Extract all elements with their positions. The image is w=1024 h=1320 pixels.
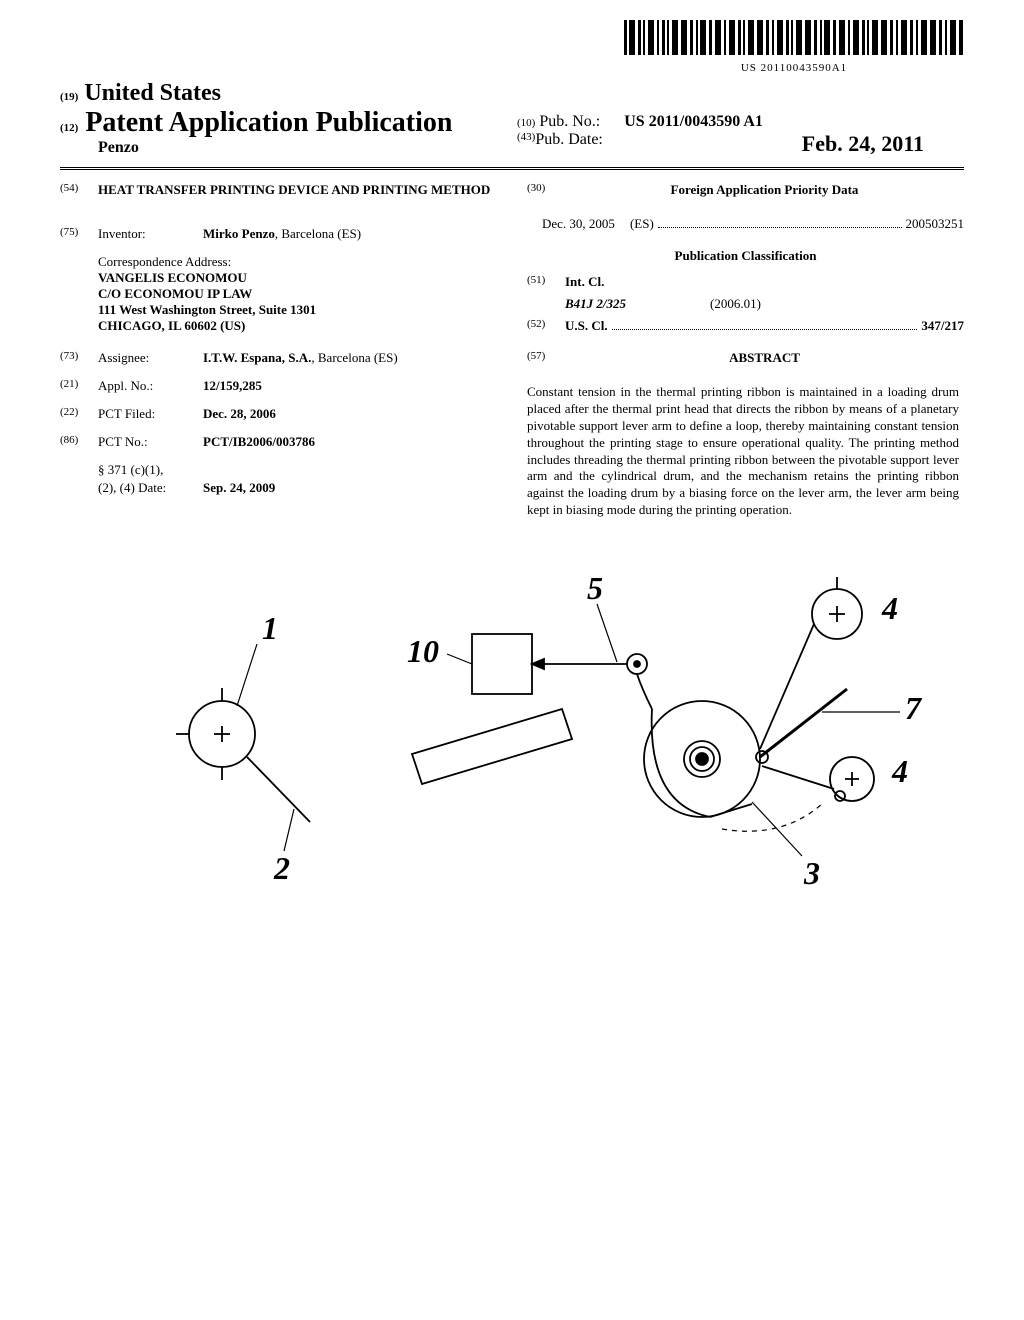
foreign-heading: Foreign Application Priority Data — [565, 182, 964, 198]
figure: 1 2 3 4 4 5 7 10 — [60, 544, 964, 928]
fig-label-2: 2 — [273, 850, 290, 886]
pct-filed-value: Dec. 28, 2006 — [203, 406, 497, 422]
fig-label-5: 5 — [587, 570, 603, 606]
pub-type: Patent Application Publication — [85, 107, 452, 138]
barcode-number: US 20110043590A1 — [624, 62, 964, 74]
content-columns: (54) HEAT TRANSFER PRINTING DEVICE AND P… — [60, 182, 964, 519]
header: (19) United States (12) Patent Applicati… — [60, 80, 964, 165]
appl-no-code: (21) — [60, 378, 98, 394]
barcode-section: US 20110043590A1 — [60, 20, 964, 75]
assignee-code: (73) — [60, 350, 98, 366]
dotted-leader — [658, 212, 902, 228]
pct-filed-code: (22) — [60, 406, 98, 422]
fig-label-10: 10 — [407, 633, 439, 669]
int-cl-label: Int. Cl. — [565, 274, 604, 290]
appl-no-value: 12/159,285 — [203, 378, 497, 394]
correspondence-city: CHICAGO, IL 60602 (US) — [98, 318, 497, 334]
fig-label-4b: 4 — [891, 753, 908, 789]
pub-date-value: Feb. 24, 2011 — [802, 131, 964, 157]
pub-no-value: US 2011/0043590 A1 — [624, 113, 763, 130]
pub-no-code: (10) — [517, 117, 535, 129]
correspondence-street: 111 West Washington Street, Suite 1301 — [98, 302, 497, 318]
header-divider — [60, 167, 964, 170]
us-cl-label: U.S. Cl. — [565, 318, 608, 334]
left-column: (54) HEAT TRANSFER PRINTING DEVICE AND P… — [60, 182, 497, 519]
pub-date-label: Pub. Date: — [535, 131, 603, 157]
dotted-leader — [612, 314, 918, 330]
abstract-heading: ABSTRACT — [565, 350, 964, 366]
correspondence-label: Correspondence Address: — [98, 254, 497, 270]
fig-label-3: 3 — [803, 855, 820, 891]
fig-label-7: 7 — [905, 690, 923, 726]
correspondence-name: VANGELIS ECONOMOU — [98, 270, 497, 286]
right-column: (30) Foreign Application Priority Data D… — [527, 182, 964, 519]
correspondence-co: C/O ECONOMOU IP LAW — [98, 286, 497, 302]
title-code: (54) — [60, 182, 98, 214]
us-cl-value: 347/217 — [921, 318, 964, 334]
inventor-label: Inventor: — [98, 226, 203, 242]
patent-drawing: 1 2 3 4 4 5 7 10 — [60, 544, 964, 924]
pct-no-value: PCT/IB2006/003786 — [203, 434, 497, 450]
abstract-text: Constant tension in the thermal printing… — [527, 384, 964, 519]
foreign-date: Dec. 30, 2005 — [542, 216, 615, 232]
inventor-code: (75) — [60, 226, 98, 242]
foreign-code: (30) — [527, 182, 565, 208]
pub-class-heading: Publication Classification — [527, 248, 964, 264]
title: HEAT TRANSFER PRINTING DEVICE AND PRINTI… — [98, 182, 490, 198]
assignee-name: I.T.W. Espana, S.A. — [203, 350, 311, 365]
fig-label-4a: 4 — [881, 590, 898, 626]
appl-no-label: Appl. No.: — [98, 378, 203, 394]
assignee-label: Assignee: — [98, 350, 203, 366]
pub-type-code: (12) — [60, 122, 78, 134]
foreign-number: 200503251 — [906, 216, 965, 232]
country-code: (19) — [60, 91, 78, 103]
pct-filed-label: PCT Filed: — [98, 406, 203, 422]
inventor-location: , Barcelona (ES) — [275, 226, 361, 241]
para-371-label: § 371 (c)(1), — [98, 462, 163, 478]
fig-label-1: 1 — [262, 610, 278, 646]
pub-date-code: (43) — [517, 131, 535, 157]
pct-no-label: PCT No.: — [98, 434, 203, 450]
inventor-name: Mirko Penzo — [203, 226, 275, 241]
barcode-image — [624, 20, 964, 55]
int-cl-code: (51) — [527, 274, 565, 290]
us-cl-code: (52) — [527, 318, 565, 334]
int-cl-class: B41J 2/325 — [565, 296, 710, 312]
country: United States — [84, 80, 221, 106]
assignee-location: , Barcelona (ES) — [311, 350, 397, 365]
correspondence-address: Correspondence Address: VANGELIS ECONOMO… — [60, 254, 497, 334]
para-371-date-label: (2), (4) Date: — [98, 480, 203, 496]
author-name: Penzo — [60, 139, 507, 157]
int-cl-year: (2006.01) — [710, 296, 761, 312]
para-371-date-value: Sep. 24, 2009 — [203, 480, 497, 496]
pub-no-label: Pub. No.: — [539, 113, 600, 130]
foreign-country: (ES) — [630, 216, 654, 232]
abstract-code: (57) — [527, 350, 565, 376]
pct-no-code: (86) — [60, 434, 98, 450]
